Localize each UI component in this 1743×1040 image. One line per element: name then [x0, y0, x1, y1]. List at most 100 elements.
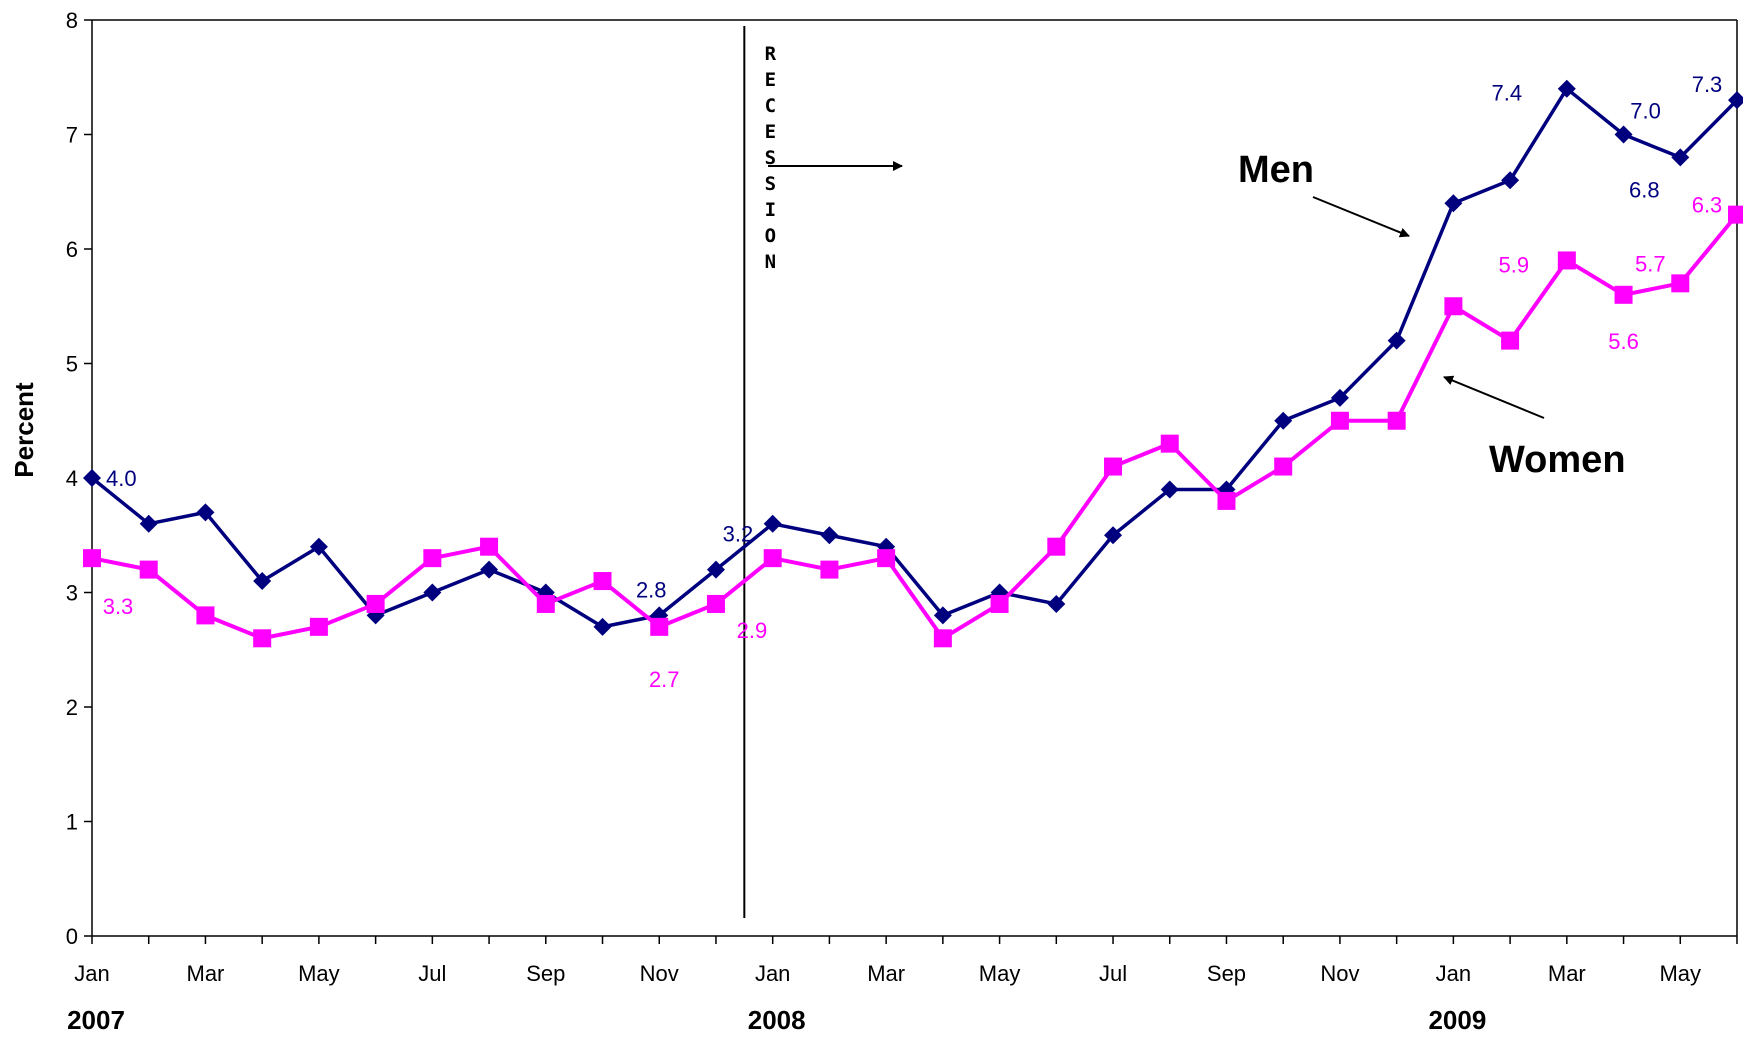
data-label: 5.7 [1635, 251, 1666, 276]
data-point [480, 537, 499, 556]
data-point [366, 594, 385, 613]
data-point [253, 572, 272, 591]
x-tick-label: Sep [1207, 961, 1246, 986]
data-point [1671, 148, 1690, 167]
y-axis-label: Percent [9, 382, 39, 478]
data-label: 3.2 [723, 522, 754, 547]
x-tick-label: Mar [187, 961, 225, 986]
men-arrow [1312, 196, 1410, 238]
data-point [1104, 457, 1123, 476]
y-tick-label: 7 [66, 123, 78, 148]
data-point [1614, 285, 1633, 304]
data-point [706, 560, 725, 579]
data-point [1387, 411, 1406, 430]
data-label: 2.9 [737, 618, 768, 643]
data-point [1728, 205, 1743, 224]
data-point [763, 514, 782, 533]
men-series-label: Men [1238, 149, 1314, 191]
year-label: 2009 [1428, 1005, 1486, 1035]
recession-letter: R [765, 43, 777, 65]
data-point [1614, 125, 1633, 144]
data-point [423, 583, 442, 602]
women-arrow [1443, 375, 1545, 419]
y-tick-label: 4 [66, 466, 78, 491]
recession-letter: S [765, 147, 776, 169]
data-point [763, 549, 782, 568]
data-point [1444, 194, 1463, 213]
data-label: 2.7 [649, 667, 680, 692]
data-point [1274, 411, 1293, 430]
data-point [706, 594, 725, 613]
y-tick-label: 2 [66, 695, 78, 720]
series-layer [83, 79, 1743, 648]
data-point [1728, 91, 1743, 110]
x-tick-label: Nov [1320, 961, 1359, 986]
x-tick-label: May [298, 961, 340, 986]
data-point [1047, 594, 1066, 613]
data-label: 7.3 [1692, 72, 1723, 97]
data-label: 7.0 [1630, 99, 1661, 124]
data-label: 5.9 [1499, 252, 1530, 277]
y-tick-label: 0 [66, 924, 78, 949]
y-tick-label: 5 [66, 352, 78, 377]
x-tick-label: May [1659, 961, 1701, 986]
data-point [309, 537, 328, 556]
data-point [1104, 526, 1123, 545]
data-point [139, 560, 158, 579]
data-labels: 4.0 2.8 3.2 7.4 7.0 6.8 7.3 3.3 2.7 2.9 5.9 5.6 5.7 6… [103, 72, 1723, 692]
data-point [593, 572, 612, 591]
data-point [83, 469, 101, 487]
x-tick-label: Nov [640, 961, 679, 986]
data-point [933, 629, 952, 648]
data-label: 4.0 [106, 466, 137, 491]
data-point [1557, 251, 1576, 270]
data-point [933, 606, 952, 625]
series-women [83, 205, 1743, 648]
x-tick-label: Mar [867, 961, 905, 986]
data-point [253, 629, 272, 648]
x-tick-label: Jul [418, 961, 446, 986]
recession-letter: S [765, 173, 776, 195]
data-point [139, 514, 158, 533]
data-point [1330, 411, 1349, 430]
series-men [83, 79, 1743, 636]
y-tick-label: 8 [66, 8, 78, 33]
data-point [1557, 79, 1576, 98]
series-line [91, 213, 1739, 641]
data-point [423, 549, 442, 568]
data-point [480, 560, 499, 579]
data-point [990, 594, 1009, 613]
data-point [83, 549, 101, 568]
data-point [650, 617, 669, 636]
x-tick-label: Jul [1099, 961, 1127, 986]
x-tick-label: Mar [1548, 961, 1586, 986]
data-label: 7.4 [1492, 81, 1523, 106]
data-point [1444, 297, 1463, 316]
data-label: 3.3 [103, 594, 134, 619]
series-line [90, 86, 1739, 629]
data-point [1274, 457, 1293, 476]
data-point [196, 606, 215, 625]
y-axis: 0 1 2 3 4 5 6 7 8 [66, 8, 1738, 949]
data-point [1387, 331, 1406, 350]
data-point [877, 549, 896, 568]
data-label: 2.8 [636, 577, 667, 602]
recession-letter: O [765, 225, 776, 247]
data-point [1160, 480, 1179, 499]
data-point [1217, 491, 1236, 510]
data-point [309, 617, 328, 636]
recession-letter: C [765, 95, 776, 117]
data-point [1160, 434, 1179, 453]
data-point [1501, 171, 1520, 190]
data-label: 6.8 [1629, 177, 1660, 202]
recession-letter: I [765, 199, 776, 221]
data-point [196, 503, 215, 522]
data-point [1330, 388, 1349, 407]
data-point [1501, 331, 1520, 350]
data-point [536, 594, 555, 613]
recession-letter: N [765, 251, 776, 273]
y-tick-label: 6 [66, 237, 78, 262]
recession-letter: E [765, 121, 776, 143]
